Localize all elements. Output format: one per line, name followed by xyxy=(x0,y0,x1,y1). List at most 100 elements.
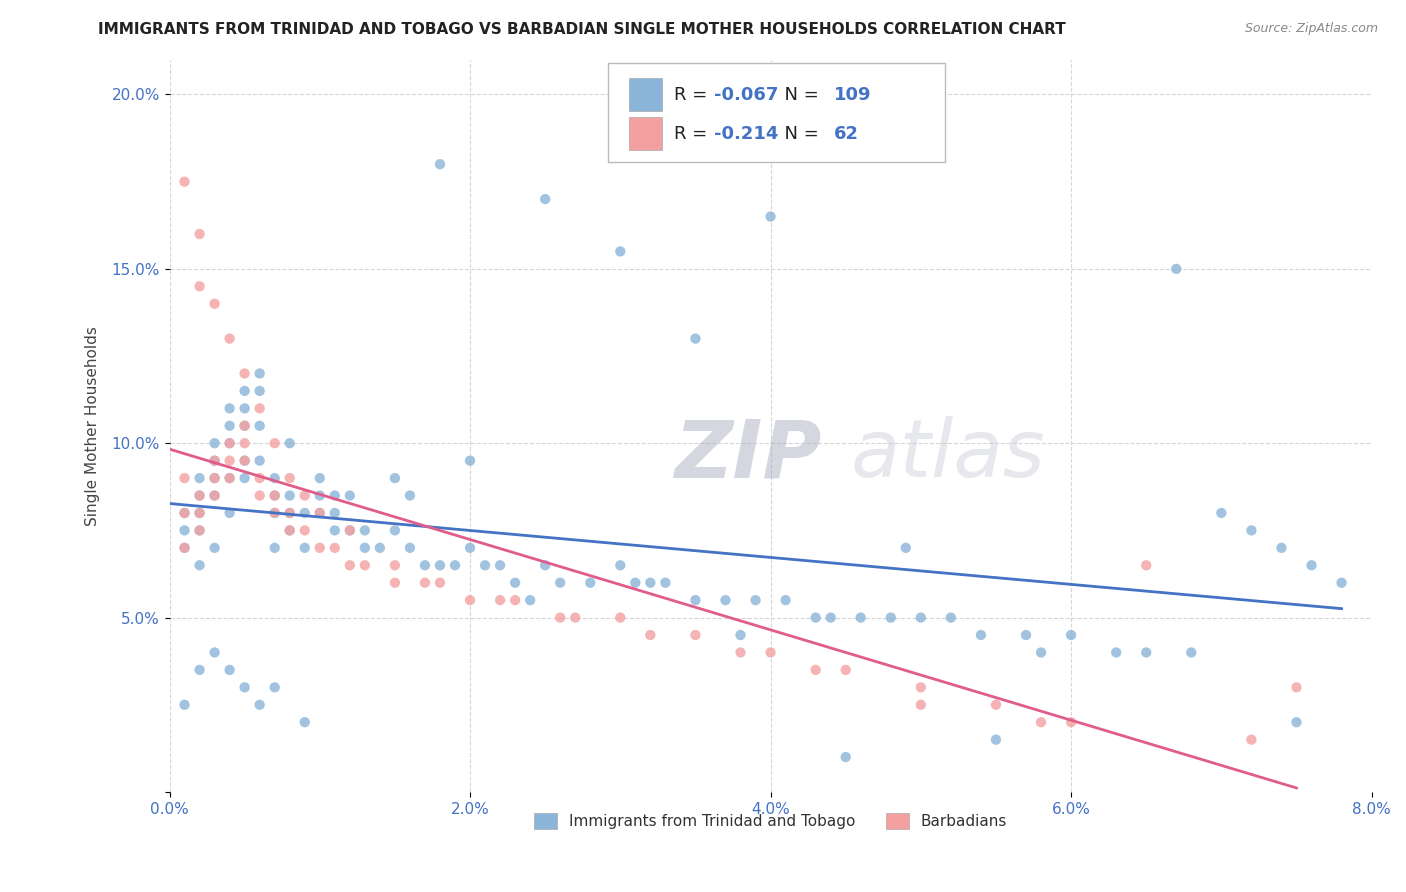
Text: N =: N = xyxy=(773,86,824,103)
Point xyxy=(1301,558,1323,573)
Point xyxy=(474,558,496,573)
Point xyxy=(1015,628,1038,642)
Point xyxy=(685,332,707,346)
Point xyxy=(1330,575,1353,590)
Point xyxy=(308,471,330,485)
Point xyxy=(1240,732,1263,747)
Point xyxy=(1060,628,1083,642)
Point xyxy=(173,506,195,520)
Point xyxy=(939,610,962,624)
Point xyxy=(353,524,375,538)
Point xyxy=(188,279,211,293)
Point xyxy=(218,401,240,416)
Point xyxy=(218,506,240,520)
Point xyxy=(218,471,240,485)
Point xyxy=(278,506,301,520)
Point xyxy=(548,610,571,624)
Point xyxy=(609,610,631,624)
Point xyxy=(249,401,271,416)
Point xyxy=(188,489,211,503)
Point xyxy=(204,645,226,659)
Point xyxy=(173,471,195,485)
Point xyxy=(353,558,375,573)
Point xyxy=(1105,645,1128,659)
Text: 109: 109 xyxy=(834,86,872,103)
Point xyxy=(429,558,451,573)
Text: ZIP: ZIP xyxy=(675,416,821,494)
Point xyxy=(278,471,301,485)
Point xyxy=(263,489,285,503)
Point xyxy=(609,244,631,259)
Point xyxy=(384,524,406,538)
Point xyxy=(1029,715,1052,730)
Point xyxy=(263,506,285,520)
Point xyxy=(1270,541,1292,555)
Point xyxy=(294,489,316,503)
Point xyxy=(218,436,240,450)
Point xyxy=(263,436,285,450)
Point xyxy=(339,489,361,503)
Point xyxy=(503,575,526,590)
Point xyxy=(624,575,647,590)
Point xyxy=(188,506,211,520)
Point xyxy=(218,436,240,450)
Point xyxy=(775,593,797,607)
Point xyxy=(1180,645,1202,659)
Point xyxy=(188,558,211,573)
Point xyxy=(1135,558,1157,573)
Point xyxy=(384,558,406,573)
FancyBboxPatch shape xyxy=(628,117,662,150)
Point xyxy=(534,192,557,206)
Point xyxy=(204,436,226,450)
Point xyxy=(249,698,271,712)
Point xyxy=(1029,645,1052,659)
Point xyxy=(218,453,240,467)
Point xyxy=(384,471,406,485)
Y-axis label: Single Mother Households: Single Mother Households xyxy=(86,326,100,525)
Point xyxy=(744,593,766,607)
Point xyxy=(204,471,226,485)
Point xyxy=(759,645,782,659)
FancyBboxPatch shape xyxy=(628,78,662,111)
Point xyxy=(339,524,361,538)
Point xyxy=(714,593,737,607)
Point xyxy=(188,489,211,503)
Point xyxy=(640,628,662,642)
Point xyxy=(399,541,422,555)
Point xyxy=(489,558,512,573)
Point xyxy=(910,610,932,624)
Text: -0.214: -0.214 xyxy=(714,125,779,144)
Point xyxy=(849,610,872,624)
Point xyxy=(685,593,707,607)
Point xyxy=(519,593,541,607)
Point xyxy=(353,541,375,555)
Point xyxy=(294,541,316,555)
Point xyxy=(308,489,330,503)
Point xyxy=(1285,715,1308,730)
Point xyxy=(880,610,903,624)
Point xyxy=(1240,524,1263,538)
Point xyxy=(609,558,631,573)
Point xyxy=(204,489,226,503)
Point xyxy=(399,489,422,503)
Point xyxy=(249,418,271,433)
Point xyxy=(218,332,240,346)
Point xyxy=(458,453,481,467)
Point xyxy=(984,732,1007,747)
Point xyxy=(1135,645,1157,659)
Point xyxy=(1285,681,1308,695)
Point xyxy=(834,750,856,764)
Point xyxy=(503,593,526,607)
Point xyxy=(640,575,662,590)
Point xyxy=(233,418,256,433)
Point xyxy=(249,489,271,503)
Point xyxy=(188,227,211,241)
Point xyxy=(263,471,285,485)
Point xyxy=(654,575,676,590)
Point xyxy=(368,541,391,555)
Point xyxy=(278,524,301,538)
Point xyxy=(173,506,195,520)
Point xyxy=(233,453,256,467)
Point xyxy=(278,524,301,538)
Point xyxy=(910,681,932,695)
